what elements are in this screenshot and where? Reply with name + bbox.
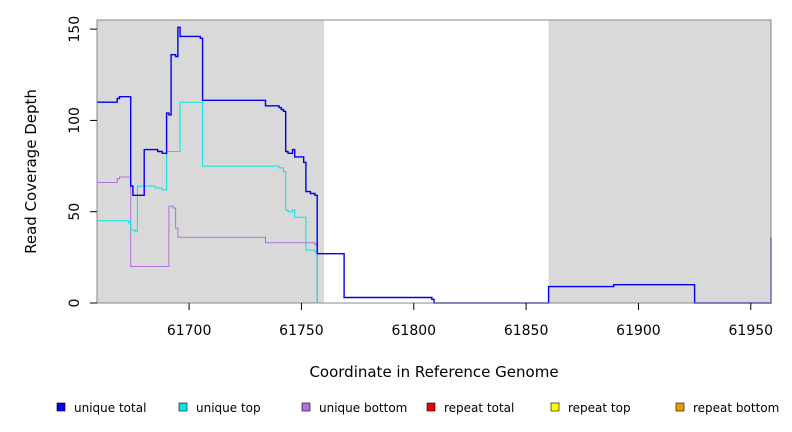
legend-swatch-unique-total — [56, 402, 66, 412]
legend-swatch-repeat-bottom — [675, 402, 685, 412]
legend-label-repeat-top: repeat top — [568, 401, 631, 415]
legend-label-unique-total: unique total — [74, 401, 146, 415]
y-tick-label: 150 — [67, 16, 83, 43]
x-tick-label: 61800 — [392, 323, 437, 339]
legend-swatch-unique-bottom — [301, 402, 311, 412]
x-axis-title: Coordinate in Reference Genome — [309, 363, 558, 381]
legend-swatch-unique-top — [178, 402, 188, 412]
shaded-regions — [97, 20, 771, 303]
x-tick-label: 61750 — [279, 323, 324, 339]
legend-label-unique-bottom: unique bottom — [319, 401, 407, 415]
series-line-unique-total — [97, 26, 772, 304]
legend-label-repeat-total: repeat total — [444, 401, 514, 415]
legend: unique total unique top unique bottom repea… — [56, 401, 779, 415]
series-line-unique-top — [97, 101, 318, 303]
plot-frame — [96, 19, 772, 304]
legend-swatch-repeat-total — [426, 402, 436, 412]
x-tick-label: 61700 — [167, 323, 212, 339]
y-tick-label: 50 — [67, 203, 83, 221]
y-tick-label: 0 — [67, 299, 83, 308]
legend-label-unique-top: unique top — [196, 401, 261, 415]
legend-swatch-repeat-top — [550, 402, 560, 412]
x-tick-label: 61950 — [729, 323, 774, 339]
shaded-region-0 — [97, 20, 324, 303]
axes: 61700 61750 61800 61850 61900 61950 0 50 100 150 — [67, 16, 773, 339]
y-axis-title: Read Coverage Depth — [22, 89, 40, 254]
legend-label-repeat-bottom: repeat bottom — [693, 401, 779, 415]
x-tick-label: 61900 — [616, 323, 661, 339]
y-tick-label: 100 — [67, 107, 83, 134]
x-tick-label: 61850 — [504, 323, 549, 339]
series-line-unique-bottom — [97, 176, 318, 303]
shaded-region-1 — [548, 20, 771, 303]
